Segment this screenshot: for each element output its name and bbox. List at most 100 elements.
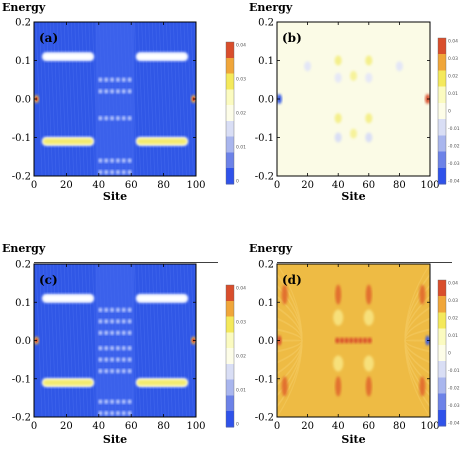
y-tick-label: -0.2 [255,413,274,424]
stripe [77,22,85,176]
colorbar-tick-label: 0.03 [448,298,458,304]
colorbar-frame [437,37,447,185]
y-tick-label: 0.0 [15,336,31,347]
colorbar-segment [226,332,234,349]
y-axis-label: Energy [2,1,46,14]
colorbar-segment [438,344,446,362]
y-tick-label: -0.2 [255,172,274,183]
stripe [155,264,163,417]
center-state [127,399,132,404]
center-state [98,330,103,336]
center-state [104,357,109,362]
colorbar-tick-label: -0.02 [448,386,460,392]
x-tick-label: 40 [92,180,105,191]
colorbar-segment [438,361,446,378]
y-tick-label: -0.1 [12,374,31,385]
stripe [134,264,141,417]
center-state [127,357,132,362]
center-state [127,89,132,94]
center-state [115,89,120,94]
bright-spot [333,309,344,326]
center-state [110,169,115,175]
feature [334,113,342,124]
colorbar-segment [438,151,446,169]
colorbar-segment [438,409,446,427]
colorbar-segment [438,377,446,394]
colorbar-tick-label: -0.04 [448,421,460,427]
chart-panel-3: 0 20 40 60 80 100 0.2 0.1 0.0 -0.1 -0.2 Energy Site (… [249,242,460,446]
x-axis-label: Site [103,190,127,203]
x-tick-label: 100 [420,180,439,191]
feature [334,55,342,66]
center-state [110,307,115,313]
stripe [56,22,64,176]
stripe [158,264,166,417]
center-state [127,330,132,336]
center-state [115,399,120,404]
colorbar-frame [225,284,235,428]
stripe [46,264,53,417]
colorbar-tick-label: -0.03 [448,161,460,167]
hot-spot [419,284,426,305]
stripe [141,264,149,417]
center-state [98,169,103,175]
x-tick-label: 0 [31,180,37,191]
colorbar-segment [226,152,234,169]
colorbar: 0.04 0.03 0.02 0.01 0 -0.01 -0.02 -0.03 -0.04 [437,37,460,185]
energy-band [43,295,93,302]
center-state [121,357,126,362]
center-state [121,399,126,404]
colorbar-segment [226,300,234,317]
center-state [127,319,132,324]
colorbar-segment [438,312,446,329]
stripe [180,264,187,417]
center-state [127,307,132,313]
colorbar-tick-label: -0.04 [448,179,460,185]
colorbar-segment [226,42,234,59]
panel-label: (a) [39,31,58,45]
feature [350,128,357,139]
x-tick-label: 100 [186,421,205,432]
center-column [95,264,135,417]
colorbar-tick-label: 0.01 [236,145,246,151]
stripe [176,264,184,417]
feature [365,55,373,66]
stripe [148,22,156,176]
stripe [74,22,82,176]
center-state [339,337,345,344]
center-state [115,116,120,121]
center-state [335,337,340,344]
x-tick-label: 40 [332,421,345,432]
y-tick-label: 0.2 [258,18,274,29]
energy-band [137,138,187,145]
stripe [63,22,71,176]
colorbar: 0.04 0.03 0.02 0.01 0 [225,41,246,185]
colorbar-segment [226,395,234,412]
colorbar-segment [226,73,234,90]
center-state [127,116,132,121]
center-state [104,330,109,336]
stripe [187,22,194,176]
center-state [127,158,132,163]
y-tick-label: -0.1 [255,374,274,385]
hot-spot [419,376,426,397]
colorbar-tick-label: 0 [448,109,451,115]
x-tick-label: 0 [31,421,37,432]
center-state [115,345,120,351]
energy-band [137,295,187,302]
stripe [165,264,173,417]
colorbar-tick-label: 0.03 [448,56,458,62]
center-state [98,368,103,374]
panel-label: (c) [39,273,58,287]
energy-band [137,379,187,386]
stripe [165,22,173,176]
center-state [110,158,115,163]
colorbar-segment [438,296,446,313]
y-axis-label: Energy [249,242,293,255]
center-state [104,89,109,94]
stripe [194,264,196,312]
y-tick-label: -0.2 [12,172,31,183]
center-state [110,345,115,351]
y-axis-label: Energy [249,1,293,14]
energy-band [43,53,93,60]
